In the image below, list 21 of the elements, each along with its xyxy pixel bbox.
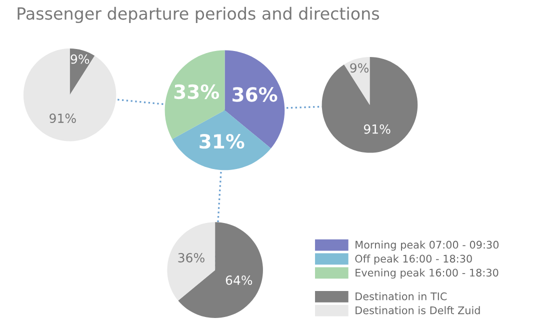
- pie-slice: [172, 110, 271, 170]
- data-label: 9%: [70, 54, 90, 64]
- legend-label: Morning peak 07:00 - 09:30: [356, 240, 499, 251]
- data-label: 33%: [174, 84, 220, 100]
- data-label: 9%: [350, 63, 369, 73]
- chart-title: Passenger departure periods and directions: [18, 6, 380, 24]
- legend-label: Destination is Delft Zuid: [356, 306, 480, 314]
- data-label: 36%: [232, 87, 278, 102]
- pie-slice: [167, 222, 216, 301]
- legend-label: Off peak 16:00 - 18:30: [355, 254, 472, 265]
- legend-label: Destination in TIC: [356, 292, 447, 300]
- data-label: 36%: [178, 253, 204, 262]
- pie-slice: [178, 222, 263, 318]
- pie-slice: [322, 56, 418, 153]
- pie-slice: [23, 48, 116, 142]
- data-label: 64%: [226, 275, 252, 285]
- data-label: 91%: [364, 124, 390, 134]
- data-label: 91%: [50, 114, 76, 124]
- data-label: 31%: [200, 134, 244, 149]
- pie-slice: [344, 56, 370, 105]
- legend-label: Evening peak 16:00 - 18:30: [356, 268, 498, 279]
